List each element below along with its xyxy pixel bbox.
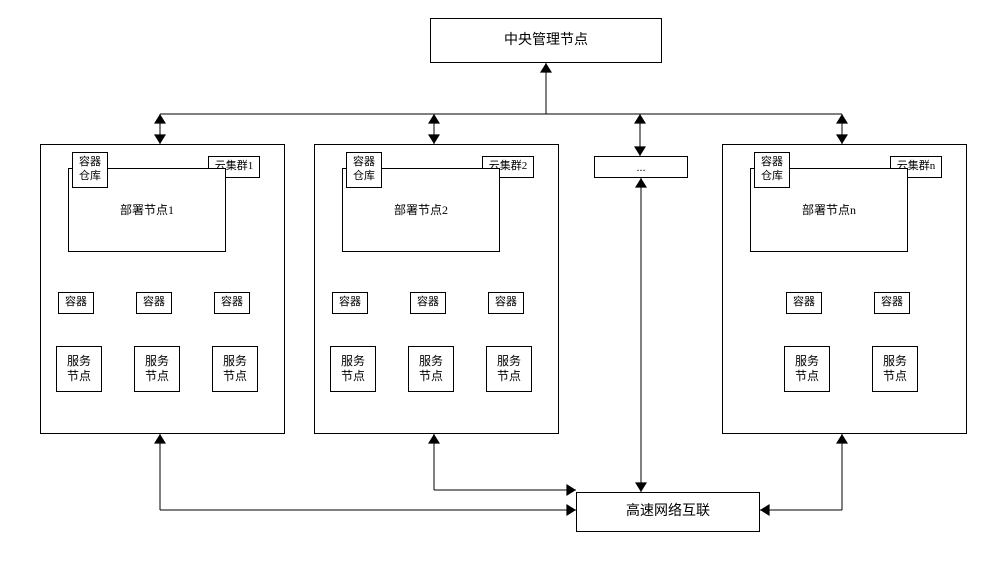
central-management-node: 中央管理节点 (430, 18, 662, 63)
service-node-3-1: 服务 节点 (784, 346, 830, 392)
service-node-3-2: 服务 节点 (872, 346, 918, 392)
container-2-2: 容器 (410, 292, 446, 314)
service-node-2-1: 服务 节点 (330, 346, 376, 392)
container-2-1: 容器 (332, 292, 368, 314)
container-1-2: 容器 (136, 292, 172, 314)
container-2-3: 容器 (488, 292, 524, 314)
container-repo-2: 容器 仓库 (346, 152, 382, 188)
container-1-1: 容器 (58, 292, 94, 314)
service-node-2-3: 服务 节点 (486, 346, 532, 392)
container-3-1: 容器 (786, 292, 822, 314)
service-node-1-1: 服务 节点 (56, 346, 102, 392)
ellipsis-cluster: ... (594, 156, 688, 178)
high-speed-network: 高速网络互联 (576, 492, 760, 532)
container-repo-1: 容器 仓库 (72, 152, 108, 188)
container-3-2: 容器 (874, 292, 910, 314)
service-node-2-2: 服务 节点 (408, 346, 454, 392)
container-repo-3: 容器 仓库 (754, 152, 790, 188)
service-node-1-3: 服务 节点 (212, 346, 258, 392)
container-1-3: 容器 (214, 292, 250, 314)
service-node-1-2: 服务 节点 (134, 346, 180, 392)
